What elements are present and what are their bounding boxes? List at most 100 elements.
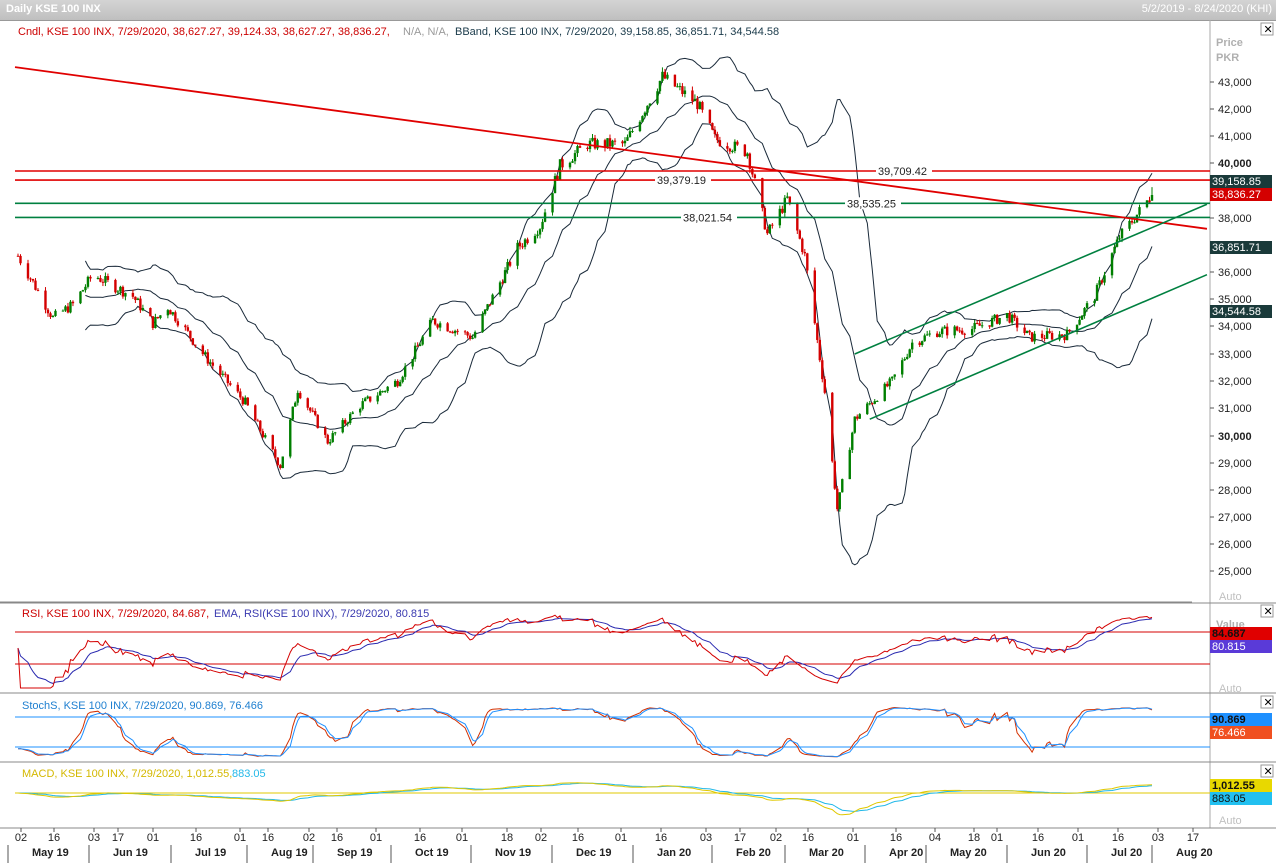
macd-close-icon[interactable]: ✕ [1260,764,1274,778]
candle-body [378,391,382,396]
candle-body [698,102,702,110]
macd-signal-legend: 883.05 [232,768,266,780]
candle-body [29,278,32,280]
candle-body [466,332,469,336]
candle-body [383,391,387,393]
candle-body [1148,200,1151,203]
window-date-range: 5/2/2019 - 8/24/2020 (KHI) [1141,3,1272,15]
candle-body [746,153,749,157]
price-tick-label: 33,000 [1218,349,1252,361]
candle-body [771,224,774,226]
price-tick-label: 27,000 [1218,512,1252,524]
macd-auto-label[interactable]: Auto [1219,815,1242,827]
candle-body [1058,334,1061,340]
candle-body [838,492,841,510]
candle-body [159,315,162,318]
date-axis: 02 16 03 17 01 16 01 16 02 16 01 16 01 18 02 16 01 16 03 17… [7,828,1213,863]
candle-body [324,428,327,435]
candle-body [681,86,684,95]
price-close-icon[interactable]: ✕ [1260,22,1274,36]
candle-body [586,147,589,149]
month-label: Dec 19 [576,847,611,859]
candle-body [823,379,826,393]
candle-body [403,366,407,377]
candle-body [925,334,929,336]
candle-body [141,308,145,311]
rsi-auto-label[interactable]: Auto [1219,683,1242,695]
candle-body [1080,315,1084,320]
window-title: Daily KSE 100 INX [6,3,101,15]
svg-text:✕: ✕ [1264,766,1273,778]
rsi-close-icon[interactable]: ✕ [1260,604,1274,618]
candle-body [463,331,467,333]
month-label: Aug 20 [1176,847,1213,859]
candle-body [788,196,792,204]
candle-body [204,352,207,355]
candle-body [816,323,819,340]
candle-body [646,105,649,113]
candle-body [953,326,956,336]
month-label: Sep 19 [337,847,372,859]
candle-body [44,290,47,310]
date-tick-label: 03 [88,832,100,844]
date-tick-label: 04 [929,832,941,844]
candle-body [1098,280,1101,285]
candle-body [940,328,944,335]
price-tick-label: 35,000 [1218,294,1252,306]
candle-body [591,137,594,141]
candle-body [621,141,624,144]
rsi-panel: 50 [15,614,1230,689]
candle-body [821,360,824,380]
month-label: Jun 20 [1031,847,1066,859]
candle-body [351,412,354,414]
candle-body [578,146,582,148]
candle-body [833,461,836,489]
month-label: Jul 19 [195,847,226,859]
candle-body [81,290,85,292]
candle-body [26,263,30,279]
candle-body [201,345,205,355]
candle-body [316,414,319,429]
candle-body [139,298,142,311]
candle-body [236,384,240,392]
date-tick-label: 16 [890,832,902,844]
svg-text:883.05: 883.05 [1212,793,1246,805]
candle-body [156,316,160,318]
candle-body [526,239,529,244]
candle-body [184,325,187,328]
bb-lower-badge: 34,544.58 [1210,305,1272,318]
level-label-bg [681,211,737,224]
candle-body [1033,333,1036,342]
stoch-k-badge: 90.869 [1210,713,1272,726]
candle-body [289,419,292,457]
candle-body [573,153,577,162]
candle-body [970,329,974,335]
candle-body [611,140,614,147]
candle-body [66,306,70,313]
candle-body [169,310,172,315]
candle-body [1093,300,1096,304]
candle-body [468,335,472,339]
candle-body [498,282,502,295]
candle-body [873,401,876,404]
candle-body [693,98,697,102]
date-tick-label: 02 [15,832,27,844]
candle-body [853,416,856,433]
candle-body [418,344,422,347]
price-auto-label[interactable]: Auto [1219,591,1242,603]
candle-body [239,391,242,398]
bband-legend: BBand, KSE 100 INX, 7/29/2020, 39,158.85… [455,26,779,38]
candle-body [1040,333,1044,338]
candle-body [958,330,961,332]
date-tick-label: 16 [802,832,814,844]
candle-body [766,229,769,234]
stoch-close-icon[interactable]: ✕ [1260,695,1274,709]
candle-body [521,246,524,248]
candle-body [19,255,22,264]
candle-body [648,103,652,106]
candle-body [676,86,679,88]
candle-body [1110,253,1114,276]
candle-body [801,238,804,253]
candle-body [1078,319,1081,325]
